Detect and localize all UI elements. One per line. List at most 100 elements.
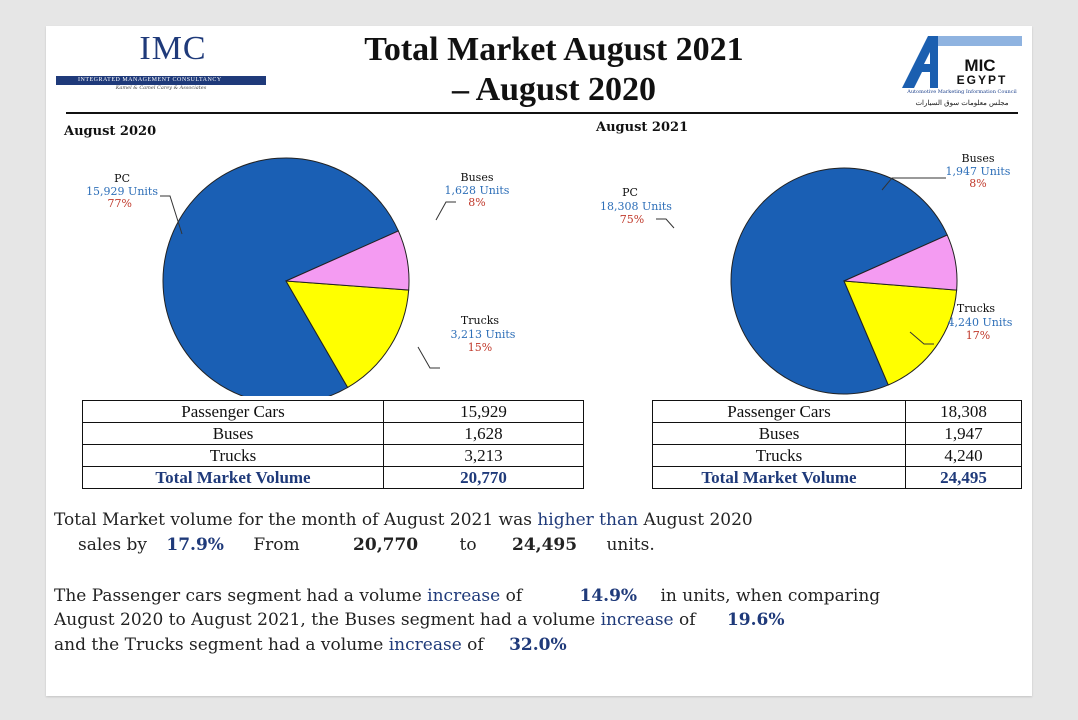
pie-2021-trucks-pct: 17%: [966, 329, 990, 342]
pie-2021-pc-pct: 75%: [620, 213, 644, 226]
pie-2021-trucks-units: 4,240 Units: [948, 316, 1013, 329]
table-row-label: Passenger Cars: [82, 400, 384, 423]
summary-increase: increase: [600, 610, 674, 630]
table-row-label: Passenger Cars: [652, 400, 906, 423]
chart-title-2020: August 2020: [64, 124, 157, 139]
pie-2021-buses-pct: 8%: [969, 177, 986, 190]
summary-value-2020: 20,770: [353, 535, 419, 555]
summary-text: August 2020: [643, 510, 753, 530]
summary-text: From: [253, 535, 300, 555]
table-total-value: 20,770: [383, 466, 584, 489]
summary-text: sales by: [78, 535, 147, 555]
summary-text: August 2020 to August 2021, the Buses se…: [54, 610, 596, 630]
chart-title-2021: August 2021: [596, 120, 689, 135]
summary-text: of: [505, 586, 523, 606]
table-row-label: Trucks: [652, 444, 906, 467]
table-total-value: 24,495: [905, 466, 1022, 489]
title-line-2: – August 2020: [451, 71, 657, 108]
segment-line-2: August 2020 to August 2021, the Buses se…: [54, 610, 785, 630]
summary-increase: increase: [388, 635, 462, 655]
pie-2021-trucks-label: Trucks: [957, 302, 996, 315]
amic-subtitle: Automotive Marketing Information Council: [907, 89, 1017, 95]
summary-value-2021: 24,495: [512, 535, 578, 555]
trucks-increase-pct: 32.0%: [509, 635, 567, 655]
imc-logo: IMC INTEGRATED MANAGEMENT CONSULTANCY Ka…: [56, 32, 266, 91]
summary-text: units.: [606, 535, 655, 555]
pie-2020-buses-pct: 8%: [468, 196, 485, 209]
summary-text: The Passenger cars segment had a volume: [54, 586, 422, 606]
pie-2021-buses-leader: [881, 177, 946, 191]
table-total-label: Total Market Volume: [652, 466, 906, 489]
table-row-value: 1,628: [383, 422, 584, 445]
table-row: Passenger Cars 18,308: [652, 400, 1022, 423]
pie-2020-pc-pct: 77%: [108, 197, 132, 210]
pie-2020-trucks-units: 3,213 Units: [451, 328, 516, 341]
pie-2020-buses-label: Buses: [461, 171, 494, 184]
pie-2020-pc-units: 15,929 Units: [86, 185, 158, 198]
table-row-label: Buses: [652, 422, 906, 445]
pie-2020-pc-leader: [160, 195, 183, 235]
segment-line-1: The Passenger cars segment had a volume …: [54, 586, 880, 606]
summary-line-2: sales by 17.9% From 20,770 to 24,495 uni…: [78, 535, 655, 555]
volume-table-2020: Passenger Cars 15,929 Buses 1,628 Trucks 3,21…: [82, 400, 584, 489]
pie-2020-pc-slice: [162, 157, 400, 396]
amic-logo-bottom-text: EGYPT: [957, 73, 1008, 87]
table-row-value: 1,947: [905, 422, 1022, 445]
pie-2021-pc-leader: [656, 218, 675, 229]
pc-increase-pct: 14.9%: [579, 586, 638, 606]
summary-highlight: higher than: [537, 510, 639, 530]
summary-text: Total Market volume for the month of Aug…: [54, 510, 532, 530]
table-row-value: 3,213: [383, 444, 584, 467]
volume-table-2021: Passenger Cars 18,308 Buses 1,947 Trucks 4,24…: [652, 400, 1022, 489]
pie-2021-pc-units: 18,308 Units: [600, 200, 672, 213]
pie-2021-trucks-slice: [843, 280, 958, 386]
pie-2020-trucks-slice: [285, 280, 410, 389]
table-row: Trucks 4,240: [652, 444, 1022, 467]
table-row: Buses 1,628: [82, 422, 584, 445]
pie-2021-buses-units: 1,947 Units: [946, 165, 1011, 178]
amic-arabic-subtitle: مجلس معلومات سوق السيارات: [915, 99, 1009, 107]
table-row: Buses 1,947: [652, 422, 1022, 445]
amic-logo: MIC EGYPT: [902, 36, 1022, 88]
pie-2021-trucks-leader: [909, 331, 934, 345]
table-row-label: Buses: [82, 422, 384, 445]
pie-2020-buses-leader: [435, 201, 456, 221]
table-row-value: 18,308: [905, 400, 1022, 423]
pie-2020-trucks-leader: [417, 346, 440, 369]
buses-increase-pct: 19.6%: [726, 610, 785, 630]
header-rule: [66, 112, 1018, 114]
imc-logo-bar: INTEGRATED MANAGEMENT CONSULTANCY: [56, 76, 266, 85]
summary-line-1: Total Market volume for the month of Aug…: [54, 510, 753, 530]
report-page: IMC INTEGRATED MANAGEMENT CONSULTANCY Ka…: [46, 26, 1032, 696]
table-row-value: 15,929: [383, 400, 584, 423]
pie-2021-pc-label: PC: [622, 186, 638, 199]
pie-2020-trucks-label: Trucks: [461, 314, 500, 327]
table-total-row: Total Market Volume 20,770: [82, 466, 584, 489]
table-row-value: 4,240: [905, 444, 1022, 467]
pie-2020-trucks-pct: 15%: [468, 341, 492, 354]
pie-2021-buses-label: Buses: [962, 152, 995, 165]
title-line-1: Total Market August 2021: [364, 31, 744, 68]
page-title: Total Market August 2021 – August 2020: [294, 30, 814, 110]
pie-2020-buses-slice: [285, 230, 410, 291]
summary-text: and the Trucks segment had a volume: [54, 635, 384, 655]
pie-2020-labels: PC 15,929 Units 77% Buses 1,628 Units 8%…: [86, 171, 516, 369]
segment-line-3: and the Trucks segment had a volume incr…: [54, 635, 567, 655]
pie-2021-pc-slice: [730, 167, 948, 395]
summary-growth-pct: 17.9%: [166, 535, 224, 555]
table-total-label: Total Market Volume: [82, 466, 384, 489]
table-row: Trucks 3,213: [82, 444, 584, 467]
summary-text: of: [467, 635, 484, 655]
amic-logo-top-text: MIC: [964, 56, 995, 75]
summary-text: in units, when comparing: [660, 586, 881, 606]
pie-2020-buses-units: 1,628 Units: [445, 184, 510, 197]
pie-2020-pc-label: PC: [114, 172, 130, 185]
summary-increase: increase: [427, 586, 501, 606]
imc-logo-text: IMC: [139, 30, 207, 67]
table-row: Passenger Cars 15,929: [82, 400, 584, 423]
summary-text: to: [459, 535, 477, 555]
pie-2021-buses-slice: [843, 234, 958, 291]
pie-charts: PC 15,929 Units 77% Buses 1,628 Units 8%…: [86, 152, 1013, 396]
table-row-label: Trucks: [82, 444, 384, 467]
summary-text: of: [679, 610, 696, 630]
